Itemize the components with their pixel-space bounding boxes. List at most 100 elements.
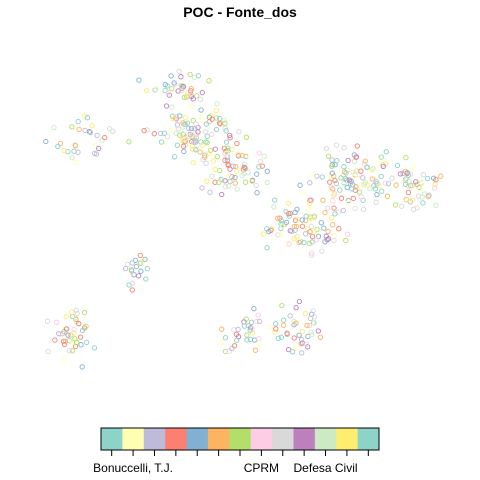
data-point — [341, 169, 348, 175]
data-point — [297, 182, 303, 188]
data-point — [214, 154, 220, 160]
data-point — [192, 138, 199, 144]
data-point — [311, 171, 317, 178]
data-point — [136, 77, 142, 83]
data-point — [253, 182, 259, 189]
data-point — [413, 179, 419, 185]
data-point — [385, 181, 392, 187]
data-point — [55, 143, 61, 150]
data-point — [352, 187, 358, 193]
data-point — [188, 125, 195, 132]
data-point — [364, 182, 370, 188]
data-point — [144, 266, 150, 272]
data-point — [181, 121, 187, 127]
data-point — [257, 340, 263, 346]
data-point — [356, 189, 363, 195]
data-point — [279, 302, 285, 309]
data-point — [206, 150, 213, 156]
data-point — [305, 344, 311, 350]
data-point — [209, 173, 215, 180]
data-point — [179, 136, 185, 142]
data-point — [249, 178, 255, 184]
data-point — [299, 223, 306, 229]
data-point — [225, 161, 231, 167]
data-point — [163, 103, 170, 109]
data-point — [93, 151, 100, 157]
data-point — [323, 145, 330, 152]
data-point — [207, 147, 214, 154]
data-point — [241, 164, 247, 170]
data-point — [394, 162, 401, 169]
data-point — [189, 143, 196, 149]
data-point — [358, 168, 364, 174]
data-point — [164, 83, 170, 89]
data-point — [165, 90, 171, 96]
data-point — [235, 151, 241, 157]
data-point — [315, 328, 321, 334]
data-point — [212, 166, 218, 173]
data-point — [327, 179, 333, 185]
data-point — [308, 215, 314, 222]
data-point — [152, 87, 158, 93]
data-point — [143, 276, 149, 282]
data-point — [102, 134, 108, 141]
data-point — [206, 119, 212, 125]
data-point — [272, 329, 278, 335]
data-point — [240, 166, 247, 173]
data-point — [299, 350, 305, 356]
data-point — [64, 326, 70, 332]
data-point — [378, 157, 384, 164]
data-point — [353, 184, 359, 190]
data-point — [285, 346, 292, 353]
data-point — [376, 182, 382, 189]
data-point — [229, 345, 235, 352]
data-point — [266, 228, 272, 235]
data-point — [286, 241, 292, 247]
data-point — [264, 179, 270, 186]
data-point — [99, 137, 105, 143]
data-point — [224, 150, 230, 157]
data-point — [309, 239, 315, 245]
data-point — [222, 157, 228, 164]
data-point — [190, 117, 196, 124]
data-point — [227, 178, 233, 185]
data-point — [236, 129, 242, 135]
data-point — [332, 162, 338, 168]
data-point — [309, 250, 315, 256]
data-point — [403, 197, 410, 203]
data-point — [231, 343, 238, 349]
data-point — [96, 145, 102, 152]
data-point — [296, 298, 303, 305]
data-point — [87, 129, 94, 136]
data-point — [234, 337, 240, 343]
data-point — [306, 240, 312, 247]
data-point — [341, 179, 347, 185]
data-point — [66, 348, 72, 354]
data-point — [314, 226, 320, 233]
data-point — [367, 185, 373, 192]
data-point — [170, 115, 176, 122]
data-point — [354, 143, 360, 149]
data-point — [65, 332, 71, 338]
data-point — [198, 107, 204, 113]
data-point — [409, 197, 415, 203]
data-point — [255, 312, 261, 318]
data-point — [360, 206, 367, 212]
data-point — [126, 139, 132, 145]
data-point — [398, 203, 405, 209]
data-point — [251, 337, 258, 343]
data-point — [320, 197, 326, 203]
data-point — [256, 150, 262, 156]
data-point — [175, 126, 181, 132]
data-point — [222, 120, 228, 126]
data-point — [202, 152, 208, 158]
data-point — [299, 328, 306, 335]
data-point — [299, 217, 305, 223]
data-point — [403, 176, 409, 182]
data-point — [372, 186, 379, 192]
data-point — [52, 337, 58, 343]
data-point — [284, 241, 290, 247]
data-point — [226, 348, 233, 354]
legend-swatch — [314, 428, 337, 450]
data-point — [69, 348, 76, 354]
